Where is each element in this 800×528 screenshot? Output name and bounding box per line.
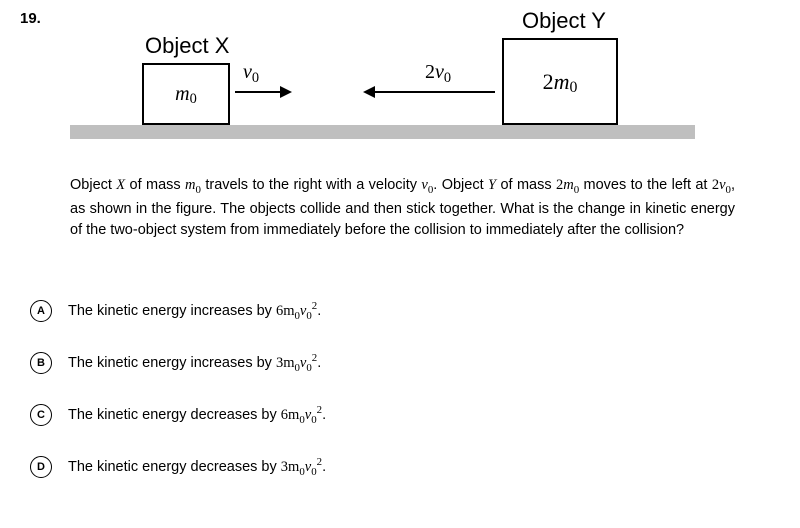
arrow-right-icon [235, 91, 290, 93]
option-c-letter: C [30, 404, 52, 426]
option-b-text: The kinetic energy increases by 3m0v02. [68, 352, 321, 374]
object-x-label: Object X [145, 33, 229, 59]
velocity-x-label: v0 [243, 61, 259, 84]
diagram: Object X Object Y m0 2m0 v0 2v0 [70, 8, 710, 158]
question-text: Object X of mass m0 travels to the right… [70, 175, 735, 241]
option-b[interactable]: B The kinetic energy increases by 3m0v02… [30, 352, 326, 374]
options-list: A The kinetic energy increases by 6m0v02… [30, 300, 326, 508]
option-d-text: The kinetic energy decreases by 3m0v02. [68, 456, 326, 478]
question-number: 19. [20, 10, 41, 27]
option-a-text: The kinetic energy increases by 6m0v02. [68, 300, 321, 322]
box-x-mass: m0 [175, 83, 197, 106]
option-d-letter: D [30, 456, 52, 478]
option-a[interactable]: A The kinetic energy increases by 6m0v02… [30, 300, 326, 322]
box-y-mass: 2m0 [543, 69, 578, 95]
option-b-letter: B [30, 352, 52, 374]
option-d[interactable]: D The kinetic energy decreases by 3m0v02… [30, 456, 326, 478]
object-x-box: m0 [142, 63, 230, 125]
arrow-left-icon [365, 91, 495, 93]
ground-surface [70, 125, 695, 139]
velocity-y-label: 2v0 [425, 61, 451, 84]
option-c[interactable]: C The kinetic energy decreases by 6m0v02… [30, 404, 326, 426]
object-y-label: Object Y [522, 8, 606, 34]
option-a-letter: A [30, 300, 52, 322]
object-y-box: 2m0 [502, 38, 618, 125]
option-c-text: The kinetic energy decreases by 6m0v02. [68, 404, 326, 426]
